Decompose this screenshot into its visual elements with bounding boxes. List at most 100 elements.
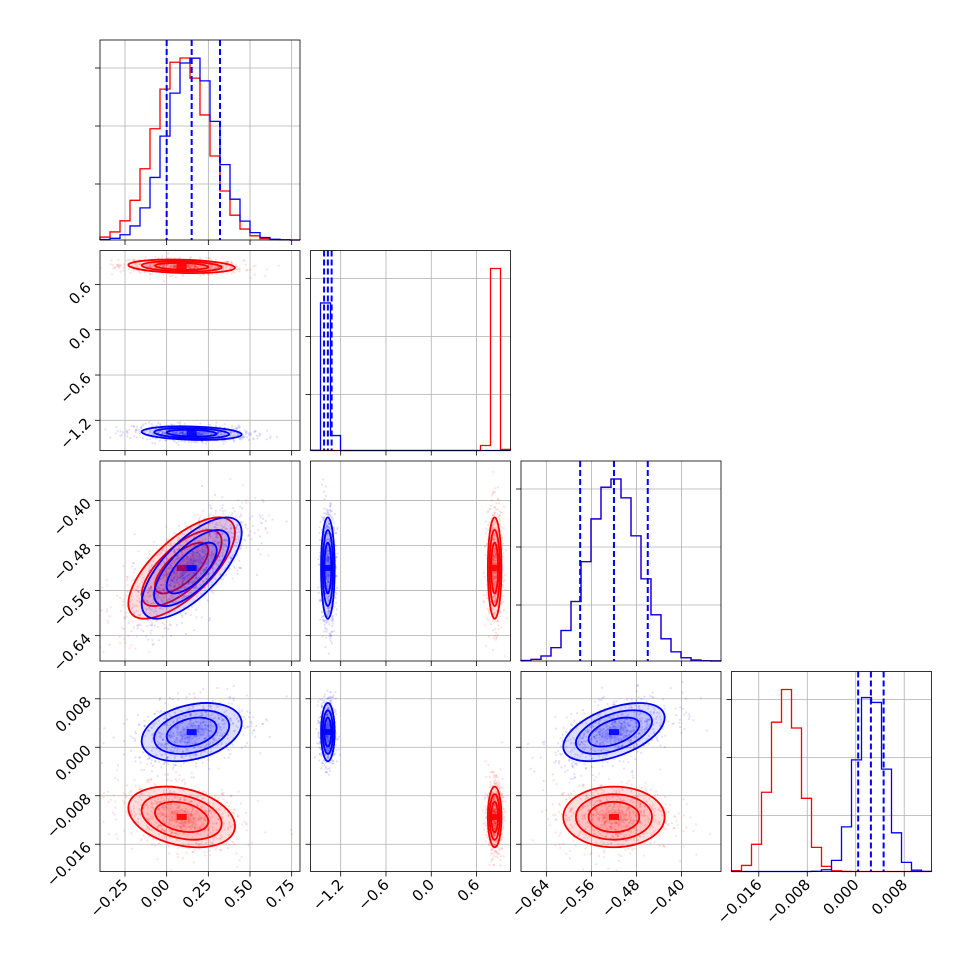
scatter-point: [149, 277, 151, 279]
scatter-point: [266, 268, 268, 270]
scatter-point: [503, 506, 505, 508]
scatter-point: [110, 263, 112, 265]
scatter-point: [111, 273, 113, 275]
scatter-point: [327, 621, 329, 623]
diag-panel-0: [95, 40, 300, 240]
scatter-point: [323, 619, 325, 621]
scatter-point: [256, 437, 258, 439]
scatter-point: [123, 638, 125, 640]
scatter-point: [332, 615, 334, 617]
scatter-point: [113, 794, 115, 796]
scatter-point: [336, 528, 338, 530]
scatter-point: [245, 546, 247, 548]
scatter-point: [241, 501, 243, 503]
scatter-point: [323, 508, 325, 510]
scatter-point: [137, 627, 139, 629]
scatter-point: [324, 646, 326, 648]
scatter-point: [317, 586, 319, 588]
scatter-point: [146, 779, 148, 781]
scatter-point: [329, 632, 331, 634]
scatter-point: [496, 513, 498, 515]
scatter-point: [147, 557, 149, 559]
scatter-point: [219, 849, 221, 851]
scatter-point: [133, 605, 135, 607]
scatter-point: [334, 606, 336, 608]
scatter-point: [178, 525, 180, 527]
scatter-point: [122, 565, 124, 567]
scatter-point: [492, 620, 494, 622]
scatter-point: [215, 259, 217, 261]
scatter-point: [104, 428, 106, 430]
scatter-point: [497, 508, 499, 510]
scatter-point: [328, 509, 330, 511]
scatter-point: [123, 802, 125, 804]
scatter-point: [123, 830, 125, 832]
scatter-point: [124, 617, 126, 619]
scatter-point: [133, 435, 135, 437]
scatter-point: [126, 579, 128, 581]
scatter-point: [123, 792, 125, 794]
scatter-point: [210, 507, 212, 509]
scatter-point: [488, 636, 490, 638]
scatter-point: [148, 550, 150, 552]
scatter-point: [192, 851, 194, 853]
scatter-point: [153, 541, 155, 543]
scatter-point: [223, 798, 225, 800]
scatter-point: [116, 265, 118, 267]
scatter-point: [231, 425, 233, 427]
scatter-point: [133, 579, 135, 581]
scatter-point: [325, 631, 327, 633]
scatter-point: [330, 640, 332, 642]
scatter-point: [128, 268, 130, 270]
pair-panel-0-1: [74, 251, 300, 451]
scatter-point: [233, 439, 235, 441]
scatter-point: [222, 578, 224, 580]
scatter-point: [116, 595, 118, 597]
scatter-point: [254, 431, 256, 433]
scatter-point: [319, 600, 321, 602]
scatter-point: [149, 273, 151, 275]
scatter-point: [179, 423, 181, 425]
scatter-point: [161, 622, 163, 624]
scatter-point: [167, 779, 169, 781]
scatter-point: [190, 256, 192, 258]
scatter-point: [156, 554, 158, 556]
scatter-point: [239, 516, 241, 518]
scatter-point: [495, 632, 497, 634]
scatter-point: [495, 637, 497, 639]
scatter-point: [331, 625, 333, 627]
scatter-point: [122, 431, 124, 433]
scatter-point: [486, 597, 488, 599]
scatter-point: [248, 432, 250, 434]
scatter-point: [484, 554, 486, 556]
scatter-point: [183, 275, 185, 277]
scatter-point: [154, 256, 156, 258]
scatter-point: [286, 520, 288, 522]
scatter-point: [258, 432, 260, 434]
scatter-point: [199, 422, 201, 424]
scatter-point: [318, 526, 320, 528]
scatter-point: [145, 422, 147, 424]
pair-1-2-peak-0: [490, 565, 500, 571]
scatter-point: [106, 579, 108, 581]
scatter-point: [176, 780, 178, 782]
scatter-point: [123, 628, 125, 630]
scatter-point: [326, 513, 328, 515]
scatter-point: [234, 808, 236, 810]
scatter-point: [140, 628, 142, 630]
scatter-point: [129, 260, 131, 262]
scatter-point: [329, 505, 331, 507]
scatter-point: [322, 478, 324, 480]
scatter-point: [132, 620, 134, 622]
scatter-point: [484, 624, 486, 626]
scatter-point: [194, 849, 196, 851]
scatter-point: [252, 438, 254, 440]
scatter-point: [173, 531, 175, 533]
scatter-point: [198, 520, 200, 522]
scatter-point: [121, 434, 123, 436]
scatter-point: [266, 429, 268, 431]
scatter-point: [335, 556, 337, 558]
scatter-point: [245, 502, 247, 504]
scatter-point: [483, 594, 485, 596]
scatter-point: [106, 584, 108, 586]
